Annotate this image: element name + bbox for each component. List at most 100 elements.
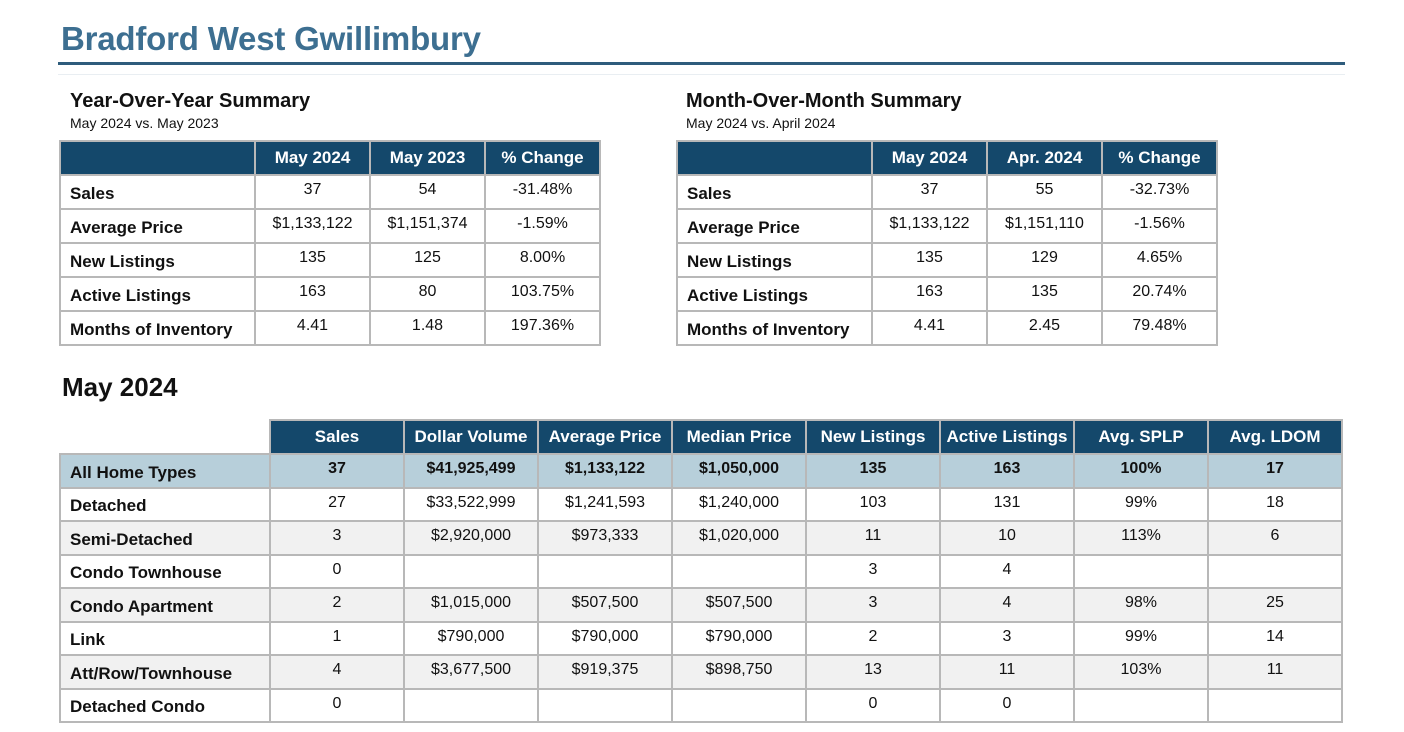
monthly-cell-semi-detached-sales: 3 <box>269 520 405 556</box>
monthly-cell-all-home-types-active-listings: 163 <box>939 453 1075 489</box>
monthly-row-label-condo-apartment: Condo Apartment <box>59 587 271 623</box>
mom-header-corner <box>676 140 873 176</box>
yoy-row-label-new-listings: New Listings <box>59 242 256 278</box>
table-row: All Home Types 37 $41,925,499 $1,133,122 $1,… <box>59 453 1343 489</box>
mom-cell-sales-may-2024: 37 <box>871 174 988 210</box>
yoy-cell-new-listings-may-2023: 125 <box>369 242 486 278</box>
monthly-col-header-average-price: Average Price <box>537 419 673 455</box>
yoy-cell-average-price-may-2023: $1,151,374 <box>369 208 486 244</box>
yoy-row-label-sales: Sales <box>59 174 256 210</box>
monthly-cell-detached-average-price: $1,241,593 <box>537 486 673 522</box>
monthly-cell-condo-apartment-median-price: $507,500 <box>671 587 807 623</box>
mom-cell-sales-apr-2024: 55 <box>986 174 1103 210</box>
mom-row-label-sales: Sales <box>676 174 873 210</box>
mom-row-label-active-listings: Active Listings <box>676 276 873 312</box>
monthly-cell-detached-condo-median-price <box>671 687 807 723</box>
monthly-cell-semi-detached-avg-splp: 113% <box>1073 520 1209 556</box>
monthly-cell-detached-condo-average-price <box>537 687 673 723</box>
monthly-cell-condo-townhouse-median-price <box>671 553 807 589</box>
table-row: Semi-Detached 3 $2,920,000 $973,333 $1,020,0… <box>59 520 1343 556</box>
mom-cell-new-listings-may-2024: 135 <box>871 242 988 278</box>
monthly-row-label-condo-townhouse: Condo Townhouse <box>59 553 271 589</box>
table-row: Average Price $1,133,122 $1,151,374 -1.59% <box>59 208 601 244</box>
monthly-cell-att-row-townhouse-avg-ldom: 11 <box>1207 654 1343 690</box>
yoy-row-label-months-of-inventory: Months of Inventory <box>59 310 256 346</box>
monthly-cell-detached-condo-new-listings: 0 <box>805 687 941 723</box>
mom-cell-months-of-inventory-may-2024: 4.41 <box>871 310 988 346</box>
monthly-cell-link-average-price: $790,000 <box>537 620 673 656</box>
mom-cell-active-listings-change: 20.74% <box>1101 276 1218 312</box>
yoy-row-label-average-price: Average Price <box>59 208 256 244</box>
mom-cell-average-price-apr-2024: $1,151,110 <box>986 208 1103 244</box>
table-row: Months of Inventory 4.41 2.45 79.48% <box>676 310 1218 346</box>
monthly-cell-condo-apartment-avg-ldom: 25 <box>1207 587 1343 623</box>
monthly-cell-all-home-types-dollar-volume: $41,925,499 <box>403 453 539 489</box>
table-row: Link 1 $790,000 $790,000 $790,000 2 3 99% 14 <box>59 620 1343 656</box>
monthly-cell-link-avg-ldom: 14 <box>1207 620 1343 656</box>
yoy-col-header-change: % Change <box>484 140 601 176</box>
monthly-col-header-sales: Sales <box>269 419 405 455</box>
monthly-row-label-semi-detached: Semi-Detached <box>59 520 271 556</box>
mom-cell-active-listings-may-2024: 163 <box>871 276 988 312</box>
monthly-col-header-dollar-volume: Dollar Volume <box>403 419 539 455</box>
monthly-cell-condo-apartment-active-listings: 4 <box>939 587 1075 623</box>
yoy-cell-average-price-may-2024: $1,133,122 <box>254 208 371 244</box>
table-row: New Listings 135 125 8.00% <box>59 242 601 278</box>
monthly-cell-condo-apartment-new-listings: 3 <box>805 587 941 623</box>
table-row: Detached 27 $33,522,999 $1,241,593 $1,240,00… <box>59 486 1343 522</box>
yoy-cell-active-listings-may-2023: 80 <box>369 276 486 312</box>
mom-summary-header: Month-Over-Month Summary May 2024 vs. Ap… <box>676 90 962 131</box>
monthly-cell-att-row-townhouse-sales: 4 <box>269 654 405 690</box>
monthly-cell-att-row-townhouse-average-price: $919,375 <box>537 654 673 690</box>
monthly-cell-att-row-townhouse-dollar-volume: $3,677,500 <box>403 654 539 690</box>
monthly-cell-condo-townhouse-active-listings: 4 <box>939 553 1075 589</box>
yoy-cell-new-listings-change: 8.00% <box>484 242 601 278</box>
monthly-cell-all-home-types-avg-splp: 100% <box>1073 453 1209 489</box>
table-row: Sales 37 54 -31.48% <box>59 174 601 210</box>
monthly-row-label-all-home-types: All Home Types <box>59 453 271 489</box>
monthly-cell-detached-avg-splp: 99% <box>1073 486 1209 522</box>
yoy-cell-sales-may-2024: 37 <box>254 174 371 210</box>
monthly-cell-link-avg-splp: 99% <box>1073 620 1209 656</box>
monthly-cell-link-active-listings: 3 <box>939 620 1075 656</box>
monthly-cell-detached-active-listings: 131 <box>939 486 1075 522</box>
table-row: New Listings 135 129 4.65% <box>676 242 1218 278</box>
table-row: Att/Row/Townhouse 4 $3,677,500 $919,375 $898… <box>59 654 1343 690</box>
monthly-cell-semi-detached-dollar-volume: $2,920,000 <box>403 520 539 556</box>
monthly-cell-att-row-townhouse-avg-splp: 103% <box>1073 654 1209 690</box>
mom-cell-average-price-may-2024: $1,133,122 <box>871 208 988 244</box>
mom-row-label-average-price: Average Price <box>676 208 873 244</box>
monthly-cell-all-home-types-new-listings: 135 <box>805 453 941 489</box>
monthly-cell-link-new-listings: 2 <box>805 620 941 656</box>
yoy-cell-months-of-inventory-may-2023: 1.48 <box>369 310 486 346</box>
monthly-cell-link-dollar-volume: $790,000 <box>403 620 539 656</box>
yoy-cell-new-listings-may-2024: 135 <box>254 242 371 278</box>
monthly-cell-detached-dollar-volume: $33,522,999 <box>403 486 539 522</box>
mom-cell-active-listings-apr-2024: 135 <box>986 276 1103 312</box>
monthly-cell-link-sales: 1 <box>269 620 405 656</box>
monthly-cell-all-home-types-avg-ldom: 17 <box>1207 453 1343 489</box>
monthly-cell-detached-condo-active-listings: 0 <box>939 687 1075 723</box>
monthly-col-header-active-listings: Active Listings <box>939 419 1075 455</box>
monthly-cell-condo-apartment-sales: 2 <box>269 587 405 623</box>
mom-row-label-new-listings: New Listings <box>676 242 873 278</box>
yoy-summary-header: Year-Over-Year Summary May 2024 vs. May … <box>60 90 310 131</box>
monthly-cell-condo-apartment-dollar-volume: $1,015,000 <box>403 587 539 623</box>
monthly-row-label-detached: Detached <box>59 486 271 522</box>
monthly-cell-detached-condo-sales: 0 <box>269 687 405 723</box>
monthly-cell-condo-townhouse-sales: 0 <box>269 553 405 589</box>
monthly-cell-condo-townhouse-avg-splp <box>1073 553 1209 589</box>
monthly-cell-condo-townhouse-avg-ldom <box>1207 553 1343 589</box>
monthly-cell-condo-apartment-avg-splp: 98% <box>1073 587 1209 623</box>
yoy-subheading: May 2024 vs. May 2023 <box>70 115 219 131</box>
mom-cell-months-of-inventory-apr-2024: 2.45 <box>986 310 1103 346</box>
monthly-col-header-new-listings: New Listings <box>805 419 941 455</box>
monthly-cell-semi-detached-average-price: $973,333 <box>537 520 673 556</box>
monthly-cell-detached-median-price: $1,240,000 <box>671 486 807 522</box>
table-row: Average Price $1,133,122 $1,151,110 -1.56% <box>676 208 1218 244</box>
yoy-header-corner <box>59 140 256 176</box>
table-row: Months of Inventory 4.41 1.48 197.36% <box>59 310 601 346</box>
monthly-cell-detached-condo-avg-ldom <box>1207 687 1343 723</box>
monthly-cell-condo-townhouse-average-price <box>537 553 673 589</box>
monthly-header-corner <box>60 420 271 455</box>
